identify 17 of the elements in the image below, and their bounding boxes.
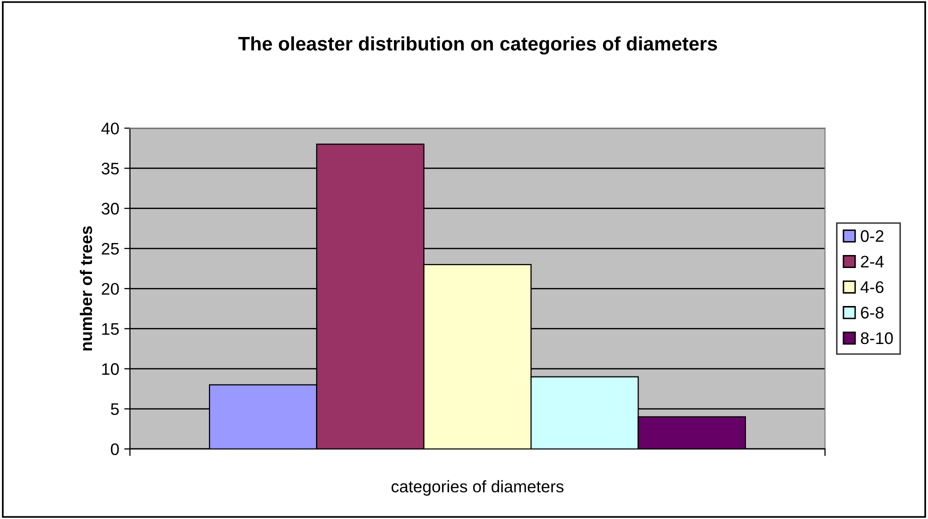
legend-label: 4-6	[860, 281, 884, 294]
legend-label: 8-10	[860, 332, 893, 344]
chart-title: The oleaster distribution on categories of diameters	[238, 36, 718, 55]
x-axis-title: categories of diameters	[392, 480, 564, 496]
legend-label: 6-8	[860, 306, 884, 319]
y-tick-label: 15	[102, 323, 119, 335]
y-tick-label: 20	[102, 282, 119, 295]
y-axis-title: number of trees	[80, 226, 92, 350]
y-tick-label: 30	[102, 202, 119, 215]
legend-label: 0-2	[860, 230, 884, 242]
y-tick-label: 0	[110, 443, 119, 456]
y-tick-label: 10	[102, 363, 119, 375]
y-tick-label: 25	[102, 242, 119, 255]
y-tick-label: 5	[110, 403, 119, 416]
y-tick-label: 40	[101, 122, 119, 134]
legend-label: 2-4	[860, 256, 884, 268]
y-tick-label: 35	[102, 162, 119, 174]
